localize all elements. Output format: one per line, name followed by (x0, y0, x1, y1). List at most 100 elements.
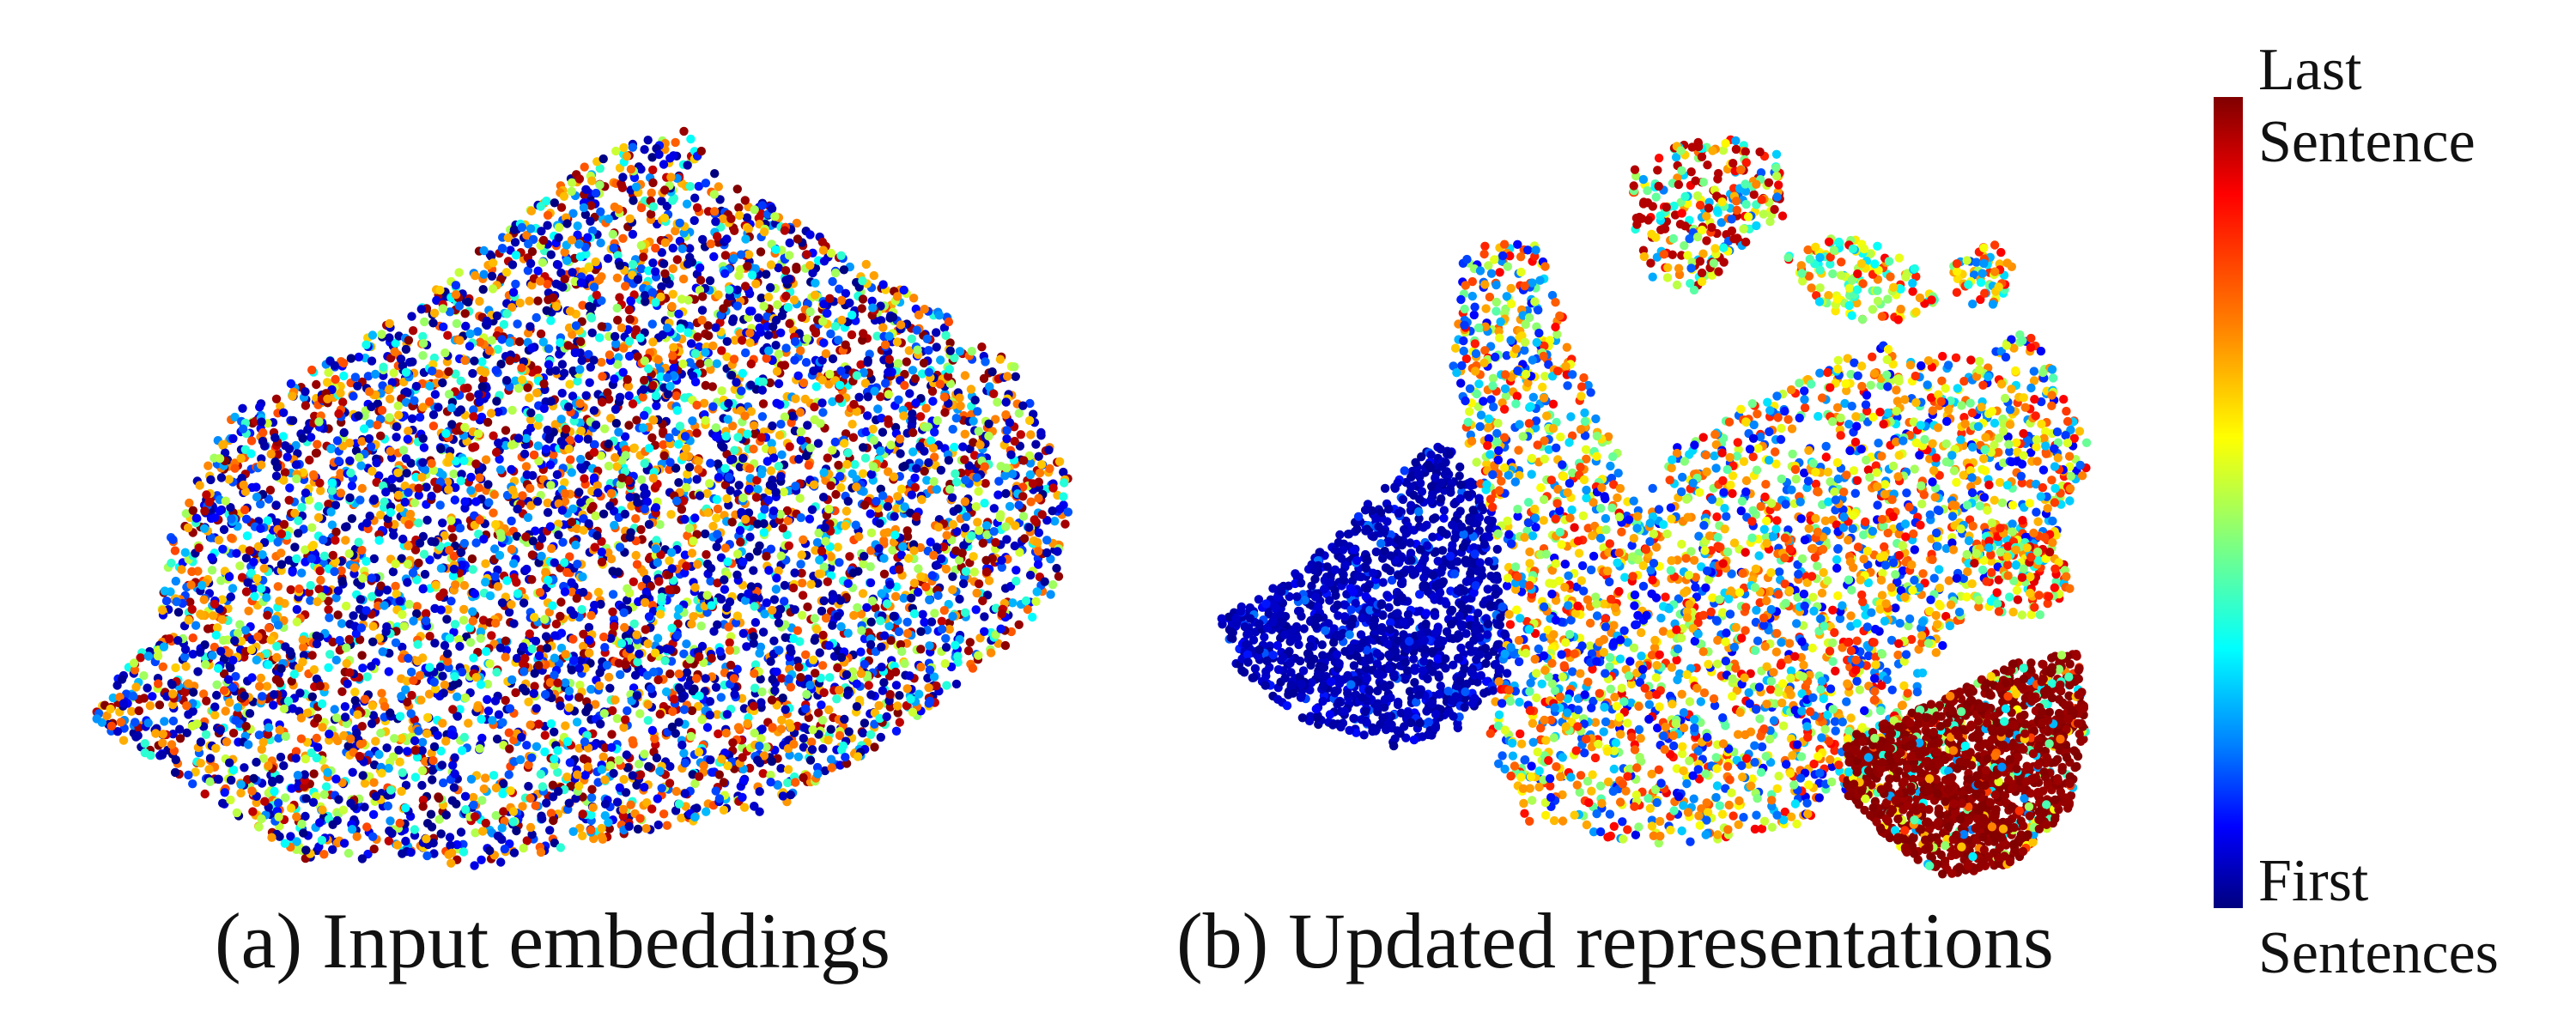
scatter-point (1035, 468, 1045, 478)
scatter-point (619, 774, 629, 785)
scatter-point (615, 783, 624, 792)
scatter-point (377, 405, 387, 415)
scatter-point (743, 262, 752, 271)
scatter-point (468, 368, 477, 379)
scatter-point (906, 593, 916, 603)
scatter-point (573, 221, 582, 231)
scatter-point (980, 612, 989, 621)
scatter-point (388, 567, 398, 577)
scatter-point (364, 433, 374, 444)
scatter-point (706, 239, 715, 249)
scatter-point (530, 613, 539, 622)
scatter-point (537, 227, 546, 236)
scatter-point (958, 442, 968, 451)
scatter-point (615, 261, 625, 270)
scatter-point (924, 346, 933, 355)
scatter-point (784, 251, 794, 260)
scatter-point (325, 730, 334, 739)
scatter-point (414, 518, 423, 528)
scatter-point (483, 417, 493, 427)
scatter-point (288, 415, 298, 426)
scatter-point (631, 514, 641, 524)
scatter-point (474, 483, 483, 493)
scatter-point (335, 635, 344, 645)
scatter-point (632, 415, 641, 425)
scatter-point (908, 707, 918, 717)
scatter-point (168, 535, 178, 544)
scatter-point (460, 422, 470, 433)
scatter-point (410, 498, 420, 507)
scatter-point (868, 424, 878, 434)
scatter-point (1026, 430, 1036, 439)
scatter-point (734, 481, 744, 490)
scatter-point (1059, 467, 1068, 477)
scatter-point (697, 715, 707, 724)
scatter-point (646, 684, 656, 694)
scatter-point (592, 290, 601, 300)
scatter-point (653, 794, 662, 803)
scatter-point (884, 354, 895, 364)
scatter-point (560, 275, 569, 284)
scatter-point (715, 195, 725, 204)
scatter-point (629, 196, 638, 205)
scatter-point (534, 413, 544, 423)
scatter-point (459, 580, 470, 591)
scatter-point (666, 510, 676, 519)
scatter-point (330, 705, 339, 714)
scatter-point (913, 587, 923, 597)
scatter-point (279, 408, 289, 417)
scatter-point (203, 624, 213, 633)
scatter-point (213, 663, 223, 673)
scatter-point (477, 714, 486, 724)
scatter-point (541, 567, 550, 577)
scatter-point (466, 472, 476, 482)
scatter-point (830, 322, 840, 331)
scatter-point (699, 398, 709, 408)
scatter-point (361, 606, 371, 615)
scatter-point (507, 516, 516, 526)
scatter-point (170, 767, 180, 778)
scatter-point (791, 482, 800, 491)
scatter-point (551, 366, 561, 375)
scatter-point (401, 454, 411, 464)
scatter-point (538, 814, 547, 824)
scatter-point (404, 653, 413, 663)
scatter-point (910, 374, 920, 384)
scatter-point (981, 479, 990, 488)
scatter-point (470, 356, 479, 366)
scatter-point (410, 825, 420, 834)
scatter-point (381, 488, 391, 497)
scatter-point (522, 470, 532, 480)
scatter-point (716, 594, 726, 604)
scatter-point (930, 609, 939, 618)
scatter-point (545, 826, 555, 835)
scatter-point (185, 498, 194, 508)
scatter-point (677, 294, 687, 304)
scatter-point (936, 355, 945, 365)
scatter-point (879, 529, 890, 538)
scatter-point (960, 371, 970, 380)
scatter-point (436, 829, 446, 839)
scatter-point (501, 695, 510, 706)
scatter-point (426, 809, 436, 819)
scatter-point (269, 690, 279, 700)
scatter-point (682, 668, 692, 677)
scatter-point (532, 365, 543, 375)
scatter-point (283, 452, 292, 462)
scatter-point (404, 541, 413, 551)
scatter-point (479, 245, 489, 256)
scatter-point (965, 638, 975, 647)
scatter-point (644, 761, 653, 772)
scatter-point (722, 494, 732, 504)
scatter-point (459, 456, 469, 465)
scatter-point (665, 556, 674, 566)
scatter-point (483, 706, 494, 716)
scatter-point (701, 529, 710, 539)
scatter-point (842, 459, 852, 470)
scatter-point (678, 274, 689, 284)
scatter-point (720, 464, 730, 473)
scatter-point (657, 592, 666, 602)
scatter-point (497, 823, 507, 833)
scatter-point (292, 604, 301, 615)
scatter-point (508, 817, 518, 827)
